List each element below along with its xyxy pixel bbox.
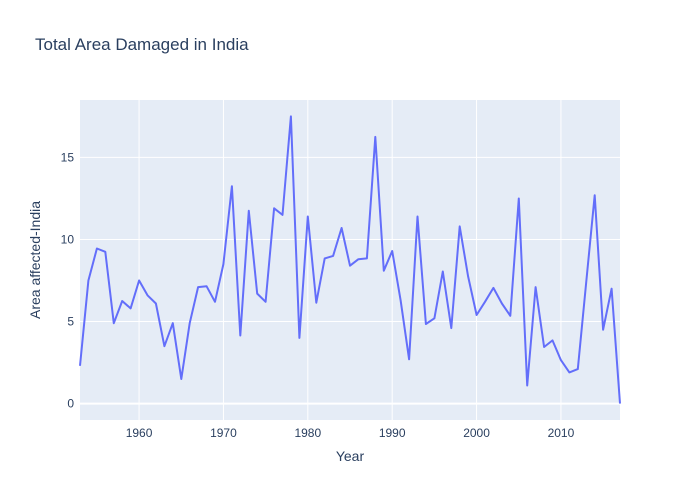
y-tick-label: 15 (61, 150, 75, 164)
y-tick-labels: 0 5 10 15 (61, 150, 75, 410)
x-tick-labels: 1960 1970 1980 1990 2000 2010 (126, 426, 575, 440)
x-tick-label: 2000 (463, 426, 490, 440)
y-tick-label: 5 (67, 315, 74, 329)
plot-area (80, 100, 620, 420)
x-tick-label: 1960 (126, 426, 153, 440)
x-tick-label: 1990 (379, 426, 406, 440)
x-tick-label: 1970 (210, 426, 237, 440)
y-tick-label: 0 (67, 397, 74, 411)
y-gridlines (80, 156, 620, 405)
chart-title: Total Area Damaged in India (35, 35, 249, 54)
y-axis-title: Area affected-India (27, 201, 43, 319)
y-tick-label: 10 (61, 232, 75, 246)
series-line (79, 115, 621, 404)
x-tick-label: 2010 (548, 426, 575, 440)
x-tick-label: 1980 (294, 426, 321, 440)
x-axis-title: Year (336, 448, 365, 464)
